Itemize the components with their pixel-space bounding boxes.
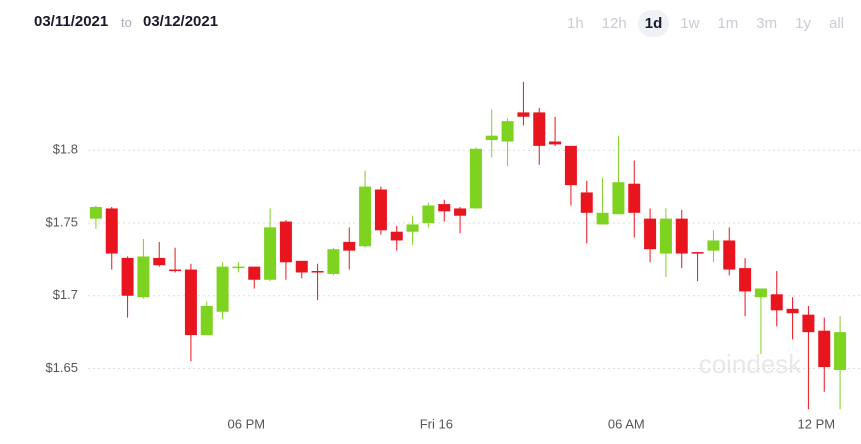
candle-body [644,218,657,250]
candle-body [121,257,134,296]
x-tick-label: 06 AM [608,416,645,431]
candle-body [279,221,292,263]
candle-body [169,269,182,272]
y-tick-label: $1.65 [45,360,78,375]
candle-body [739,268,752,292]
date-from: 03/11/2021 [34,13,109,30]
candle-body [105,208,118,254]
candle-body [374,189,387,231]
candle-body [343,241,356,251]
candle-body [628,183,641,213]
range-button[interactable]: 3m [756,15,778,32]
candle-body [818,330,831,368]
date-separator: to [121,15,132,30]
candle-body [327,249,340,274]
candle-body [659,218,672,254]
candle-body [533,112,546,146]
candle-body [834,332,847,370]
y-tick-label: $1.75 [45,214,78,229]
candle-body [469,148,482,209]
range-button[interactable]: all [828,15,844,32]
candle-body [612,182,625,215]
candle-body [438,204,451,212]
candle-body [359,186,372,247]
candle-body [596,212,609,225]
x-tick-label: 06 PM [228,416,266,431]
candle-body [232,266,245,269]
range-selector: 1h 12h 1d 1w 1m 3m 1y all [560,10,851,37]
candle-body [580,192,593,213]
candle-body [137,256,150,298]
range-button[interactable]: 1h [567,15,584,32]
date-to: 03/12/2021 [143,13,219,30]
candle-body [549,141,562,145]
header: 03/11/2021 to 03/12/2021 1h 12h 1d 1w 1m 3m 1y… [0,0,861,48]
range-button[interactable]: 1d [637,10,670,37]
candle-body [390,231,403,241]
candle-body [216,266,229,312]
candle-body [311,271,324,273]
candle-body [517,112,530,117]
candle-body [422,205,435,223]
candle-body [485,135,498,141]
candle-body [248,266,261,280]
x-tick-label: 12 PM [798,416,836,431]
candle-body [295,260,308,273]
x-tick-label: Fri 16 [420,416,453,431]
candle-body [691,252,704,254]
candle-body [153,257,166,266]
candle-body [802,314,815,333]
candle-body [501,121,514,142]
candle-body [786,308,799,314]
candle-body [754,288,767,298]
candle-body [707,240,720,251]
range-button[interactable]: 1m [717,15,739,32]
candle-body [406,224,419,232]
candle-body [454,208,467,216]
range-button[interactable]: 12h [601,15,627,32]
candle-body [723,240,736,270]
candle-body [770,294,783,311]
candle-body [89,206,102,219]
candle-body [184,269,197,336]
range-button[interactable]: 1w [680,15,700,32]
range-button[interactable]: 1y [795,15,811,32]
y-tick-label: $1.7 [53,287,78,302]
candle-body [200,305,213,336]
candle-body [264,227,277,280]
candle-body [675,218,688,254]
candle-body [564,145,577,186]
y-tick-label: $1.8 [53,142,78,157]
watermark: coindesk [699,349,803,379]
